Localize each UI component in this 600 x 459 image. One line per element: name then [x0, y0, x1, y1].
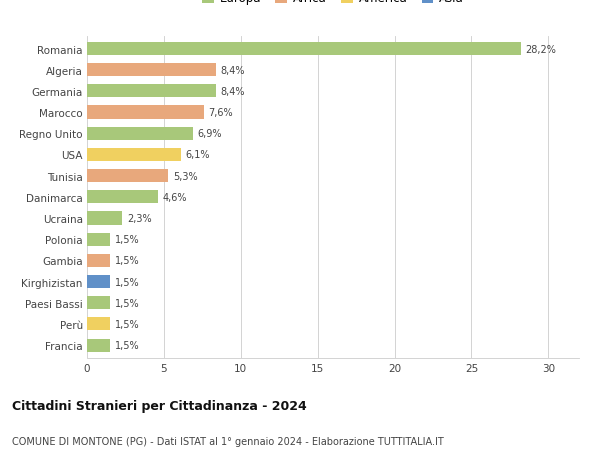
- Text: 6,1%: 6,1%: [185, 150, 210, 160]
- Text: 8,4%: 8,4%: [221, 87, 245, 97]
- Text: 7,6%: 7,6%: [208, 108, 233, 118]
- Legend: Europa, Africa, America, Asia: Europa, Africa, America, Asia: [201, 0, 465, 6]
- Bar: [87, 339, 110, 352]
- Bar: [87, 275, 110, 288]
- Bar: [87, 212, 122, 225]
- Text: 28,2%: 28,2%: [525, 45, 556, 55]
- Text: 1,5%: 1,5%: [115, 277, 139, 287]
- Bar: [87, 318, 110, 331]
- Text: 1,5%: 1,5%: [115, 298, 139, 308]
- Bar: [87, 297, 110, 310]
- Text: COMUNE DI MONTONE (PG) - Dati ISTAT al 1° gennaio 2024 - Elaborazione TUTTITALIA: COMUNE DI MONTONE (PG) - Dati ISTAT al 1…: [12, 436, 444, 446]
- Text: 1,5%: 1,5%: [115, 340, 139, 350]
- Bar: [87, 128, 193, 140]
- Text: 2,3%: 2,3%: [127, 213, 152, 224]
- Bar: [87, 170, 169, 183]
- Bar: [87, 191, 158, 204]
- Text: 1,5%: 1,5%: [115, 319, 139, 329]
- Text: 1,5%: 1,5%: [115, 235, 139, 245]
- Text: 6,9%: 6,9%: [198, 129, 222, 139]
- Text: Cittadini Stranieri per Cittadinanza - 2024: Cittadini Stranieri per Cittadinanza - 2…: [12, 399, 307, 412]
- Text: 5,3%: 5,3%: [173, 171, 198, 181]
- Bar: [87, 149, 181, 162]
- Text: 4,6%: 4,6%: [163, 192, 187, 202]
- Bar: [87, 254, 110, 267]
- Bar: [87, 43, 521, 56]
- Bar: [87, 106, 204, 119]
- Bar: [87, 64, 216, 77]
- Bar: [87, 233, 110, 246]
- Bar: [87, 85, 216, 98]
- Text: 8,4%: 8,4%: [221, 66, 245, 76]
- Text: 1,5%: 1,5%: [115, 256, 139, 266]
